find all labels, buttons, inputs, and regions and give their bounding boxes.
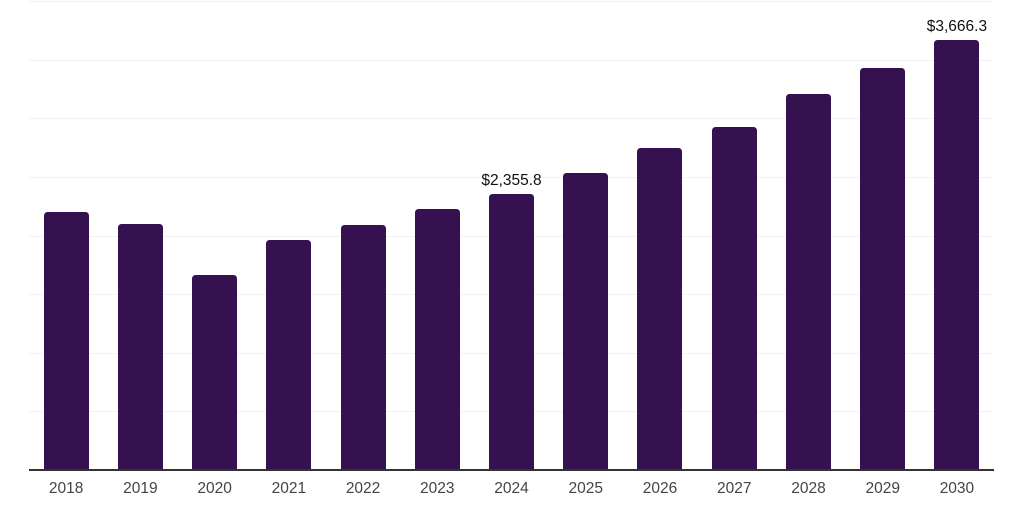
bar-slot-2025: [549, 1, 623, 470]
bar-2023[interactable]: [414, 209, 460, 470]
plot-area: $2,355.8 $3,666.3: [29, 1, 994, 470]
x-tick-label-2030: 2030: [939, 480, 975, 497]
value-label-2030: $3,666.3: [926, 18, 988, 36]
x-tick-label-2024: 2024: [494, 480, 529, 497]
bar-slot-2028: [771, 1, 845, 470]
x-tick-label-2020: 2020: [197, 480, 232, 497]
bar-2024[interactable]: [489, 193, 535, 470]
gridline-3000: [29, 118, 994, 120]
x-tick-label-2026: 2026: [642, 480, 678, 497]
x-axis-labels: 2018 2019 2020 2021 2022 2023 2024 2025 2026 2027…: [29, 478, 994, 500]
x-tick-label-2018: 2018: [48, 480, 84, 497]
bar-slot-2029: [846, 1, 920, 470]
bar-2022[interactable]: [340, 225, 386, 470]
x-tick-label-2022: 2022: [345, 480, 381, 497]
bar-slot-2018: [29, 1, 103, 470]
gridline-3500: [29, 59, 994, 61]
bar-slot-2020: [177, 1, 251, 470]
bar-2018[interactable]: [43, 211, 89, 470]
gridline-4000: [29, 1, 994, 2]
bar-2020[interactable]: [192, 274, 238, 470]
bar-slot-2023: [400, 1, 474, 470]
bar-2019[interactable]: [117, 224, 163, 470]
bar-2026[interactable]: [637, 148, 683, 470]
value-label-2024: $2,355.8: [481, 171, 542, 189]
bar-slot-2019: [103, 1, 177, 470]
x-tick-label-2028: 2028: [791, 480, 826, 497]
bar-series: $2,355.8 $3,666.3: [29, 1, 994, 470]
bar-slot-2021: [252, 1, 326, 470]
x-tick-label-2023: 2023: [420, 480, 455, 497]
bar-slot-2024: $2,355.8: [474, 1, 548, 470]
bar-2025[interactable]: [563, 173, 609, 470]
x-axis-line: [29, 469, 994, 471]
x-tick-label-2027: 2027: [716, 480, 752, 497]
bar-2029[interactable]: [860, 68, 906, 470]
bar-slot-2030: $3,666.3: [920, 1, 994, 470]
bar-slot-2022: [326, 1, 400, 470]
x-tick-label-2019: 2019: [123, 480, 158, 497]
x-tick-label-2021: 2021: [271, 480, 307, 497]
gridline-2500: [29, 176, 994, 178]
x-tick-label-2025: 2025: [568, 480, 603, 497]
bar-2021[interactable]: [266, 239, 312, 470]
bar-slot-2026: [623, 1, 697, 470]
bar-2030[interactable]: [934, 40, 980, 470]
bar-2028[interactable]: [785, 94, 831, 470]
bar-slot-2027: [697, 1, 771, 470]
x-tick-label-2029: 2029: [865, 480, 900, 497]
bar-2027[interactable]: [711, 126, 757, 470]
